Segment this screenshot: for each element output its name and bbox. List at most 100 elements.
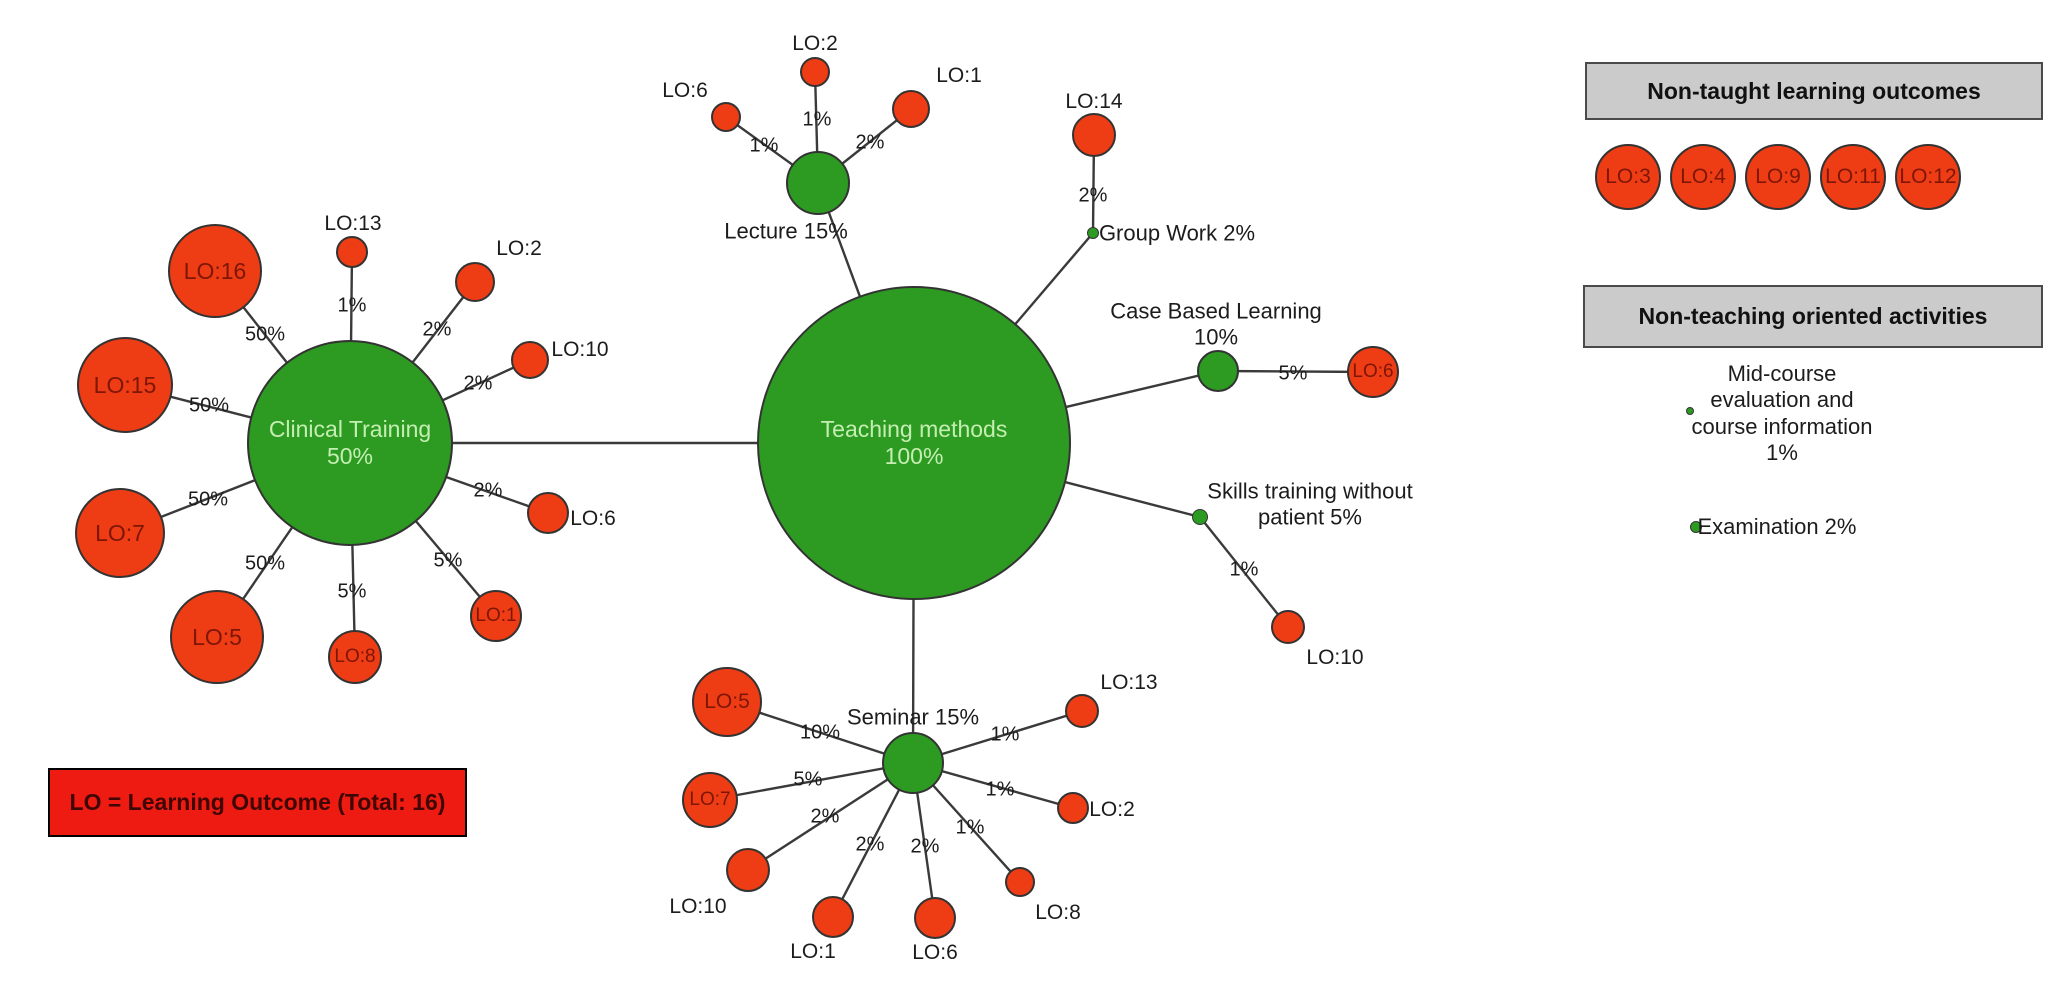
node-group-work [1087, 227, 1099, 239]
mid-course-label: Mid-course evaluation and course informa… [1691, 361, 1873, 466]
seminar-lo7-pct: 5% [793, 768, 823, 791]
clinical-lo7-label: LO:7 [95, 519, 145, 546]
node-seminar-lo1 [812, 896, 854, 938]
seminar-lo8-pct: 1% [955, 816, 985, 839]
lecture-lo2-pct: 1% [802, 108, 832, 131]
teaching-methods-label: Teaching methods 100% [820, 415, 1008, 469]
legend-lo3-label: LO:3 [1605, 164, 1651, 188]
node-seminar-lo13 [1065, 694, 1099, 728]
clinical-lo2-label: LO:2 [496, 236, 542, 260]
node-skills-training [1192, 509, 1208, 525]
examination-label: Examination 2% [1697, 514, 1857, 539]
node-clinical-lo5: LO:5 [170, 590, 264, 684]
clinical-lo8-label: LO:8 [334, 646, 376, 668]
case-based-label: Case Based Learning 10% [1110, 298, 1322, 350]
clinical-lo16-label: LO:16 [183, 257, 247, 284]
node-clinical-lo2 [455, 262, 495, 302]
seminar-lo6-pct: 2% [910, 835, 940, 858]
legend-lo11-label: LO:11 [1825, 164, 1881, 188]
node-clinical-lo16: LO:16 [168, 224, 262, 318]
legend-lo4-label: LO:4 [1680, 164, 1726, 188]
node-seminar-lo10 [726, 848, 770, 892]
clinical-lo10-pct: 2% [463, 372, 493, 395]
node-case-based-learning [1197, 350, 1239, 392]
seminar-lo2-pct: 1% [985, 778, 1015, 801]
node-clinical-lo6 [527, 492, 569, 534]
clinical-lo2-pct: 2% [422, 318, 452, 341]
casebased-lo6-label: LO:6 [1352, 361, 1394, 383]
clinical-lo5-pct: 50% [244, 552, 286, 575]
non-taught-legend-title: Non-taught learning outcomes [1647, 77, 1981, 104]
seminar-lo6-label: LO:6 [912, 940, 958, 964]
edge-seminar-lo7 [709, 761, 914, 802]
seminar-label: Seminar 15% [846, 704, 980, 730]
node-clinical-lo10 [511, 341, 549, 379]
clinical-training-label: Clinical Training 50% [268, 415, 432, 469]
lecture-lo6-pct: 1% [749, 134, 779, 157]
seminar-lo1-label: LO:1 [790, 939, 836, 963]
node-clinical-lo15: LO:15 [77, 337, 173, 433]
clinical-lo13-label: LO:13 [324, 211, 382, 235]
node-teaching-methods: Teaching methods 100% [757, 286, 1071, 600]
groupwork-lo14-label: LO:14 [1065, 89, 1123, 113]
clinical-lo6-pct: 2% [473, 479, 503, 502]
seminar-lo1-pct: 2% [855, 833, 885, 856]
legend-lo12-label: LO:12 [1899, 164, 1957, 188]
non-teaching-legend-title: Non-teaching oriented activities [1638, 303, 1988, 329]
node-seminar-lo7: LO:7 [682, 772, 738, 828]
lecture-lo6-label: LO:6 [662, 78, 708, 102]
node-legend-lo9: LO:9 [1745, 144, 1811, 210]
seminar-lo2-label: LO:2 [1089, 797, 1135, 821]
clinical-lo16-pct: 50% [244, 323, 286, 346]
node-seminar-lo6 [914, 897, 956, 939]
non-taught-legend-header: Non-taught learning outcomes [1585, 62, 2043, 120]
node-clinical-training: Clinical Training 50% [247, 340, 453, 546]
node-clinical-lo1: LO:1 [470, 590, 522, 642]
lecture-label: Lecture 15% [724, 218, 848, 244]
node-lecture-lo1 [892, 90, 930, 128]
seminar-lo7-label: LO:7 [689, 789, 731, 811]
seminar-lo13-label: LO:13 [1100, 670, 1158, 694]
node-clinical-lo8: LO:8 [328, 630, 382, 684]
lecture-lo1-pct: 2% [855, 131, 885, 154]
seminar-lo5-pct: 10% [799, 721, 841, 744]
node-legend-lo4: LO:4 [1670, 144, 1736, 210]
seminar-lo5-label: LO:5 [704, 689, 750, 713]
clinical-lo13-pct: 1% [337, 294, 367, 317]
node-clinical-lo7: LO:7 [75, 488, 165, 578]
casebased-lo6-pct: 5% [1278, 362, 1308, 385]
seminar-lo8-label: LO:8 [1035, 900, 1081, 924]
node-skills-lo10 [1271, 610, 1305, 644]
clinical-lo1-label: LO:1 [475, 605, 517, 627]
node-lecture [786, 151, 850, 215]
clinical-lo6-label: LO:6 [570, 506, 616, 530]
node-seminar [882, 732, 944, 794]
node-seminar-lo8 [1005, 867, 1035, 897]
node-legend-lo3: LO:3 [1595, 144, 1661, 210]
clinical-lo1-pct: 5% [433, 549, 463, 572]
node-groupwork-lo14 [1072, 113, 1116, 157]
seminar-lo10-pct: 2% [810, 805, 840, 828]
lo-note-box: LO = Learning Outcome (Total: 16) [48, 768, 467, 837]
lo-note-text: LO = Learning Outcome (Total: 16) [69, 789, 446, 815]
edge-seminar-lo10 [747, 761, 914, 872]
skills-lo10-label: LO:10 [1306, 645, 1364, 669]
node-lecture-lo6 [711, 102, 741, 132]
node-casebased-lo6: LO:6 [1347, 346, 1399, 398]
seminar-lo13-pct: 1% [990, 723, 1020, 746]
lecture-lo2-label: LO:2 [792, 31, 838, 55]
node-legend-lo12: LO:12 [1895, 144, 1961, 210]
clinical-lo15-pct: 50% [188, 394, 230, 417]
clinical-lo10-label: LO:10 [551, 337, 609, 361]
clinical-lo8-pct: 5% [337, 580, 367, 603]
skills-lo10-pct: 1% [1229, 558, 1259, 581]
lecture-lo1-label: LO:1 [936, 63, 982, 87]
node-seminar-lo2 [1057, 792, 1089, 824]
clinical-lo15-label: LO:15 [93, 371, 157, 398]
node-seminar-lo5: LO:5 [692, 667, 762, 737]
groupwork-lo14-pct: 2% [1078, 184, 1108, 207]
seminar-lo10-label: LO:10 [669, 894, 727, 918]
node-lecture-lo2 [800, 57, 830, 87]
edge-skills-lo10 [1199, 516, 1289, 628]
